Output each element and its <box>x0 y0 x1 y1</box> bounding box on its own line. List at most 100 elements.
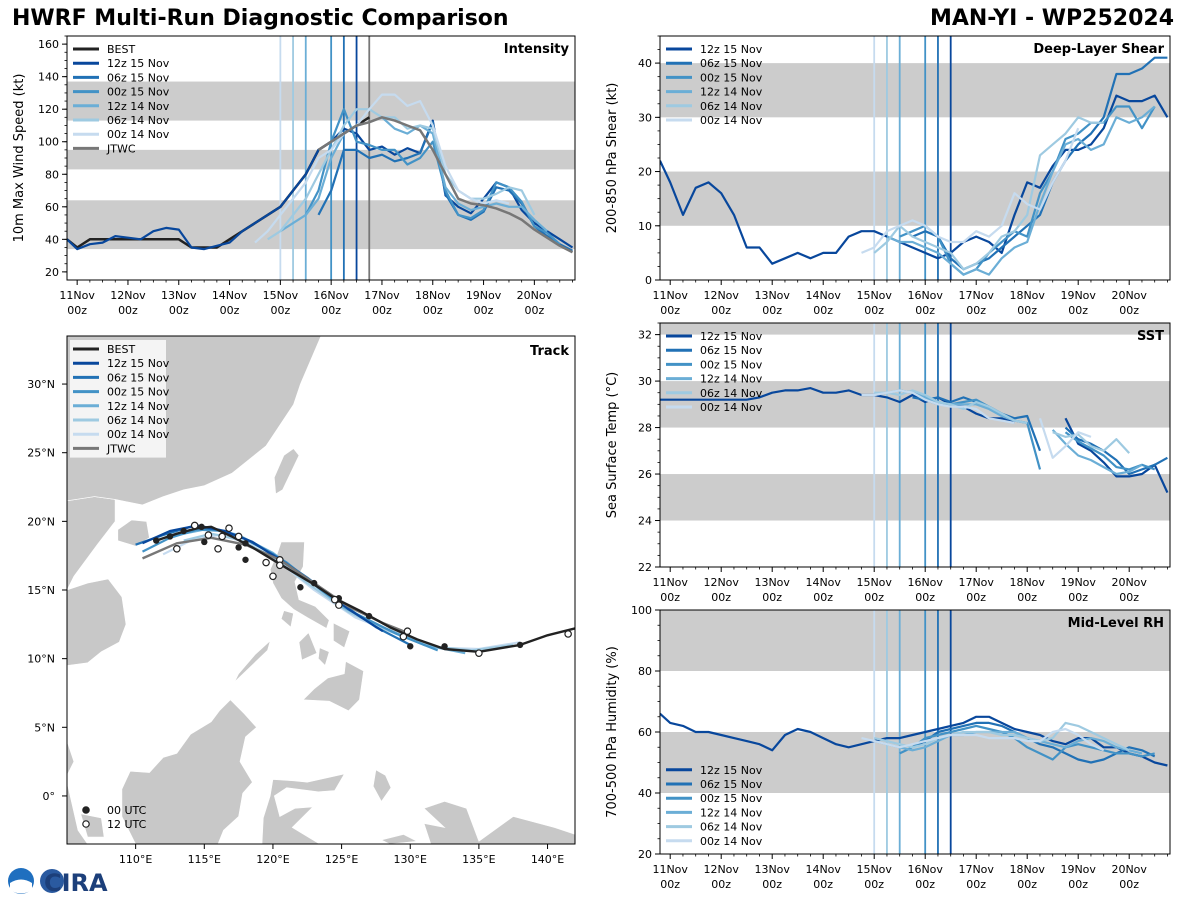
rh-legend-label-4: 06z 14 Nov <box>700 821 763 834</box>
sst-xtick-hour-9: 00z <box>1119 591 1139 604</box>
sst-xtick-day-0: 11Nov <box>652 576 688 589</box>
shear-xtick-hour-3: 00z <box>813 304 833 317</box>
track-land-16 <box>380 834 419 844</box>
rh-band-1 <box>660 610 1170 671</box>
track-land-18 <box>67 782 88 844</box>
intensity-xtick-hour-9: 00z <box>524 304 544 317</box>
intensity-ytick-label-5: 120 <box>38 103 59 116</box>
rh-xtick-day-1: 12Nov <box>703 863 739 876</box>
track-land-2 <box>67 578 127 666</box>
sst-legend-label-0: 12z 15 Nov <box>700 330 763 343</box>
track-legend-label-3: 00z 15 Nov <box>107 386 170 399</box>
cira-logo-text: CIRA <box>44 869 108 896</box>
rh-xtick-hour-8: 00z <box>1068 878 1088 891</box>
sst-plot-area <box>660 323 1170 567</box>
sst-xtick-hour-7: 00z <box>1017 591 1037 604</box>
track-lon-label-6: 140°E <box>531 853 564 866</box>
intensity-xtick-day-4: 15Nov <box>263 289 299 302</box>
track-marker-legend-label-0: 00 UTC <box>107 804 147 817</box>
track-lon-label-0: 110°E <box>119 853 152 866</box>
track-marker-00utc-1 <box>441 643 448 650</box>
intensity-ylabel: 10m Max Wind Speed (kt) <box>12 74 27 243</box>
shear-band-1 <box>660 63 1170 118</box>
rh-xtick-day-6: 17Nov <box>958 863 994 876</box>
intensity-xtick-hour-0: 00z <box>67 304 87 317</box>
sst-ytick-label-3: 28 <box>638 422 652 435</box>
cira-logo: CIRA <box>8 868 108 896</box>
intensity-ytick-label-6: 140 <box>38 71 59 84</box>
track-lon-label-1: 115°E <box>188 853 221 866</box>
sst-xtick-hour-0: 00z <box>660 591 680 604</box>
track-marker-00utc-3 <box>365 612 373 620</box>
intensity-xtick-hour-7: 00z <box>423 304 443 317</box>
shear-xtick-hour-5: 00z <box>915 304 935 317</box>
sst-xtick-day-1: 12Nov <box>703 576 739 589</box>
rh-xtick-hour-0: 00z <box>660 878 680 891</box>
track-land-19 <box>80 813 105 838</box>
shear-plot-area <box>660 36 1170 280</box>
sst-legend-label-1: 06z 15 Nov <box>700 344 763 357</box>
shear-xtick-day-4: 15Nov <box>856 289 892 302</box>
rh-xtick-day-8: 19Nov <box>1060 863 1096 876</box>
intensity-ytick-label-0: 20 <box>45 266 59 279</box>
shear-legend-label-5: 00z 14 Nov <box>700 114 763 127</box>
track-marker-00utc-8 <box>235 544 242 551</box>
shear-xtick-hour-8: 00z <box>1068 304 1088 317</box>
shear-legend-label-4: 06z 14 Nov <box>700 100 763 113</box>
rh-xtick-day-5: 16Nov <box>907 863 943 876</box>
track-marker-12utc-1 <box>475 649 483 657</box>
track-lat-label-5: 25°N <box>27 447 55 460</box>
track-land-5 <box>273 448 300 495</box>
track-track-7 <box>155 525 575 653</box>
intensity-band-1 <box>67 149 575 170</box>
sst-ylabel: Sea Surface Temp (°C) <box>605 372 620 519</box>
rh-xtick-hour-6: 00z <box>966 878 986 891</box>
rh-ytick-label-0: 20 <box>638 848 652 861</box>
intensity-xtick-hour-2: 00z <box>169 304 189 317</box>
rh-legend-label-0: 12z 15 Nov <box>700 764 763 777</box>
intensity-band-0 <box>67 200 575 250</box>
track-marker-12utc-14 <box>204 531 213 539</box>
intensity-xtick-day-8: 19Nov <box>466 289 502 302</box>
intensity-legend-label-4: 12z 14 Nov <box>107 100 170 113</box>
shear-series-1 <box>912 56 1168 271</box>
track-lon-label-2: 120°E <box>256 853 289 866</box>
sst-ytick-label-5: 32 <box>638 329 652 342</box>
intensity-xtick-hour-1: 00z <box>118 304 138 317</box>
intensity-legend-label-6: 00z 14 Nov <box>107 128 170 141</box>
track-marker-12utc-12 <box>225 524 233 533</box>
track-marker-legend-label-1: 12 UTC <box>107 818 147 831</box>
sst-xtick-day-6: 17Nov <box>958 576 994 589</box>
rh-xtick-hour-7: 00z <box>1017 878 1037 891</box>
intensity-ytick-label-7: 160 <box>38 38 59 51</box>
intensity-title: Intensity <box>504 42 570 57</box>
sst-band-0 <box>660 474 1170 521</box>
globe-logo-icon <box>40 869 64 893</box>
sst-xtick-day-7: 18Nov <box>1009 576 1045 589</box>
track-marker-legend-1 <box>82 820 90 828</box>
intensity-ytick-label-1: 40 <box>45 233 59 246</box>
shear-xtick-day-3: 14Nov <box>805 289 841 302</box>
shear-series-5 <box>861 127 1080 254</box>
sst-band-1 <box>660 381 1170 428</box>
shear-band-0 <box>660 171 1170 226</box>
rh-band-0 <box>660 732 1170 793</box>
track-lon-label-3: 125°E <box>325 853 358 866</box>
track-lat-label-3: 15°N <box>27 584 55 597</box>
track-marker-00utc-9 <box>242 540 249 547</box>
sst-frame <box>659 322 1171 568</box>
sst-xtick-day-8: 19Nov <box>1060 576 1096 589</box>
rh-panel: 20 40 60 80 100 11Nov 00z 12Nov 00z 13Nov 00z 14Nov… <box>605 604 1171 891</box>
track-marker-12utc-5 <box>335 601 343 609</box>
shear-xtick-hour-2: 00z <box>762 304 782 317</box>
rh-xtick-hour-2: 00z <box>762 878 782 891</box>
intensity-xtick-day-1: 12Nov <box>110 289 146 302</box>
rh-plot-area <box>660 610 1170 854</box>
rh-xtick-day-9: 20Nov <box>1111 863 1147 876</box>
shear-ytick-label-3: 30 <box>638 111 652 124</box>
track-land-14 <box>261 773 345 844</box>
shear-xtick-day-0: 11Nov <box>652 289 688 302</box>
rh-xtick-hour-3: 00z <box>813 878 833 891</box>
track-marker-00utc-12 <box>180 527 187 535</box>
track-marker-12utc-7 <box>276 561 284 570</box>
